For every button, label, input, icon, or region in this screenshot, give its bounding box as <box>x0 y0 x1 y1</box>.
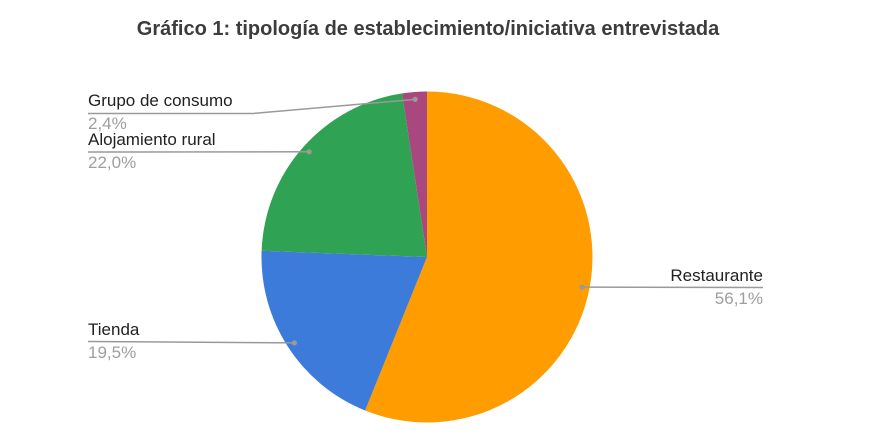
leader-dot-tienda <box>291 340 297 346</box>
slice-name-alojamiento-rural: Alojamiento rural <box>88 130 216 149</box>
slice-name-tienda: Tienda <box>88 320 140 339</box>
slice-value-tienda: 19,5% <box>88 343 137 362</box>
slice-label-tienda: Tienda 19,5% <box>88 318 139 364</box>
slice-value-grupo-de-consumo: 2,4% <box>88 114 127 133</box>
pie-slice-grupo-de-consumo[interactable] <box>402 91 427 258</box>
pie-slice-restaurante[interactable] <box>365 91 593 423</box>
slice-value-alojamiento-rural: 22,0% <box>88 153 137 172</box>
slice-name-restaurante: Restaurante <box>670 266 763 285</box>
leader-dots <box>291 96 585 346</box>
leader-line-grupo-de-consumo <box>88 98 416 115</box>
leader-line-tienda <box>87 340 295 344</box>
chart-title: Gráfico 1: tipología de establecimiento/… <box>136 18 720 40</box>
slice-label-restaurante: Restaurante 56,1% <box>563 264 763 310</box>
leader-lines <box>87 98 764 344</box>
slice-value-restaurante: 56,1% <box>714 289 763 308</box>
leader-dot-alojamiento-rural <box>306 149 312 155</box>
leader-dot-grupo-de-consumo <box>412 96 418 102</box>
leader-dot-restaurante <box>579 284 585 290</box>
slice-label-alojamiento-rural: Alojamiento rural 22,0% <box>88 128 216 174</box>
pie-slices <box>261 91 593 423</box>
slice-name-grupo-de-consumo: Grupo de consumo <box>88 91 233 110</box>
slice-label-grupo-de-consumo: Grupo de consumo 2,4% <box>88 89 233 135</box>
pie-slice-alojamiento-rural[interactable] <box>261 93 427 258</box>
pie-slice-tienda[interactable] <box>261 250 427 411</box>
